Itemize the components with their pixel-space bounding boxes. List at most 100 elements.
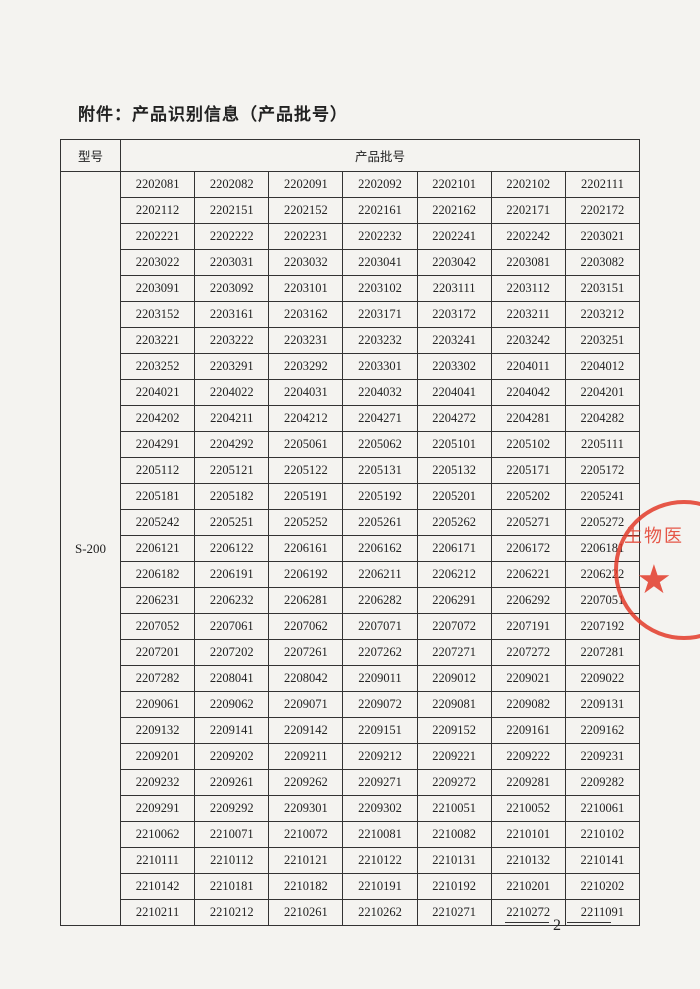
- batch-cell: 2205201: [417, 484, 491, 510]
- table-row: 2209132220914122091422209151220915222091…: [61, 718, 640, 744]
- batch-cell: 2210102: [565, 822, 639, 848]
- batch-cell: 2210192: [417, 874, 491, 900]
- batch-cell: 2206191: [195, 562, 269, 588]
- batch-cell: 2209232: [121, 770, 195, 796]
- batch-cell: 2206162: [343, 536, 417, 562]
- batch-cell: 2207202: [195, 640, 269, 666]
- batch-cell: 2206122: [195, 536, 269, 562]
- batch-cell: 2210202: [565, 874, 639, 900]
- batch-cell: 2202171: [491, 198, 565, 224]
- batch-cell: 2209082: [491, 692, 565, 718]
- batch-cell: 2204011: [491, 354, 565, 380]
- batch-cell: 2207271: [417, 640, 491, 666]
- batch-cell: 2203031: [195, 250, 269, 276]
- table-row: 2204202220421122042122204271220427222042…: [61, 406, 640, 432]
- batch-cell: 2204271: [343, 406, 417, 432]
- batch-cell: 2205261: [343, 510, 417, 536]
- batch-cell: 2206221: [491, 562, 565, 588]
- batch-cell: 2203082: [565, 250, 639, 276]
- batch-cell: 2204212: [269, 406, 343, 432]
- batch-cell: 2206232: [195, 588, 269, 614]
- batch-cell: 2203232: [343, 328, 417, 354]
- batch-cell: 2205061: [269, 432, 343, 458]
- batch-cell: 2203152: [121, 302, 195, 328]
- header-batch: 产品批号: [121, 140, 640, 172]
- batch-cell: 2203022: [121, 250, 195, 276]
- batch-cell: 2207272: [491, 640, 565, 666]
- batch-cell: 2203252: [121, 354, 195, 380]
- batch-cell: 2204281: [491, 406, 565, 432]
- batch-cell: 2209072: [343, 692, 417, 718]
- batch-cell: 2210101: [491, 822, 565, 848]
- batch-cell: 2203241: [417, 328, 491, 354]
- batch-cell: 2204211: [195, 406, 269, 432]
- batch-cell: 2208042: [269, 666, 343, 692]
- table-row: 2205181220518222051912205192220520122052…: [61, 484, 640, 510]
- batch-cell: 2210111: [121, 848, 195, 874]
- batch-cell: 2209291: [121, 796, 195, 822]
- batch-cell: 2203231: [269, 328, 343, 354]
- batch-cell: 2203101: [269, 276, 343, 302]
- batch-cell: 2202222: [195, 224, 269, 250]
- batch-cell: 2203221: [121, 328, 195, 354]
- table-row: 2203152220316122031622203171220317222032…: [61, 302, 640, 328]
- batch-cell: 2210142: [121, 874, 195, 900]
- batch-cell: 2209131: [565, 692, 639, 718]
- batch-cell: 2205251: [195, 510, 269, 536]
- batch-cell: 2204202: [121, 406, 195, 432]
- batch-cell: 2206222: [565, 562, 639, 588]
- batch-cell: 2209212: [343, 744, 417, 770]
- batch-cell: 2207192: [565, 614, 639, 640]
- batch-cell: 2205262: [417, 510, 491, 536]
- table-row: 2206182220619122061922206211220621222062…: [61, 562, 640, 588]
- batch-cell: 2206181: [565, 536, 639, 562]
- table-row: 2203091220309222031012203102220311122031…: [61, 276, 640, 302]
- batch-cell: 2210181: [195, 874, 269, 900]
- batch-cell: 2203081: [491, 250, 565, 276]
- batch-cell: 2204022: [195, 380, 269, 406]
- batch-cell: 2209211: [269, 744, 343, 770]
- batch-cell: 2202161: [343, 198, 417, 224]
- batch-cell: 2210261: [269, 900, 343, 926]
- batch-cell: 2209302: [343, 796, 417, 822]
- batch-cell: 2209161: [491, 718, 565, 744]
- batch-cell: 2205111: [565, 432, 639, 458]
- table-row: 2209201220920222092112209212220922122092…: [61, 744, 640, 770]
- batch-cell: 2210072: [269, 822, 343, 848]
- batch-cell: 2210211: [121, 900, 195, 926]
- batch-cell: 2210062: [121, 822, 195, 848]
- batch-cell: 2209292: [195, 796, 269, 822]
- batch-cell: 2209132: [121, 718, 195, 744]
- batch-cell: 2210212: [195, 900, 269, 926]
- batch-cell: 2203041: [343, 250, 417, 276]
- batch-cell: 2203211: [491, 302, 565, 328]
- batch-cell: 2207261: [269, 640, 343, 666]
- batch-cell: 2209152: [417, 718, 491, 744]
- batch-cell: 2210122: [343, 848, 417, 874]
- batch-cell: 2204032: [343, 380, 417, 406]
- batch-cell: 2209081: [417, 692, 491, 718]
- batch-cell: 2202111: [565, 172, 639, 198]
- batch-cell: 2209151: [343, 718, 417, 744]
- batch-cell: 2209071: [269, 692, 343, 718]
- batch-cell: 2204042: [491, 380, 565, 406]
- batch-cell: 2204021: [121, 380, 195, 406]
- batch-cell: 2202102: [491, 172, 565, 198]
- batch-cell: 2203112: [491, 276, 565, 302]
- batch-cell: 2209222: [491, 744, 565, 770]
- batch-cell: 2202221: [121, 224, 195, 250]
- batch-cell: 2210132: [491, 848, 565, 874]
- batch-cell: 2210051: [417, 796, 491, 822]
- batch-cell: 2203021: [565, 224, 639, 250]
- batch-cell: 2205062: [343, 432, 417, 458]
- batch-cell: 2203102: [343, 276, 417, 302]
- batch-cell: 2210131: [417, 848, 491, 874]
- batch-cell: 2203242: [491, 328, 565, 354]
- batch-cell: 2203042: [417, 250, 491, 276]
- batch-cell: 2204282: [565, 406, 639, 432]
- table-row: 2202112220215122021522202161220216222021…: [61, 198, 640, 224]
- batch-cell: 2210052: [491, 796, 565, 822]
- batch-cell: 2202242: [491, 224, 565, 250]
- table-row: 2204021220402222040312204032220404122040…: [61, 380, 640, 406]
- batch-cell: 2202152: [269, 198, 343, 224]
